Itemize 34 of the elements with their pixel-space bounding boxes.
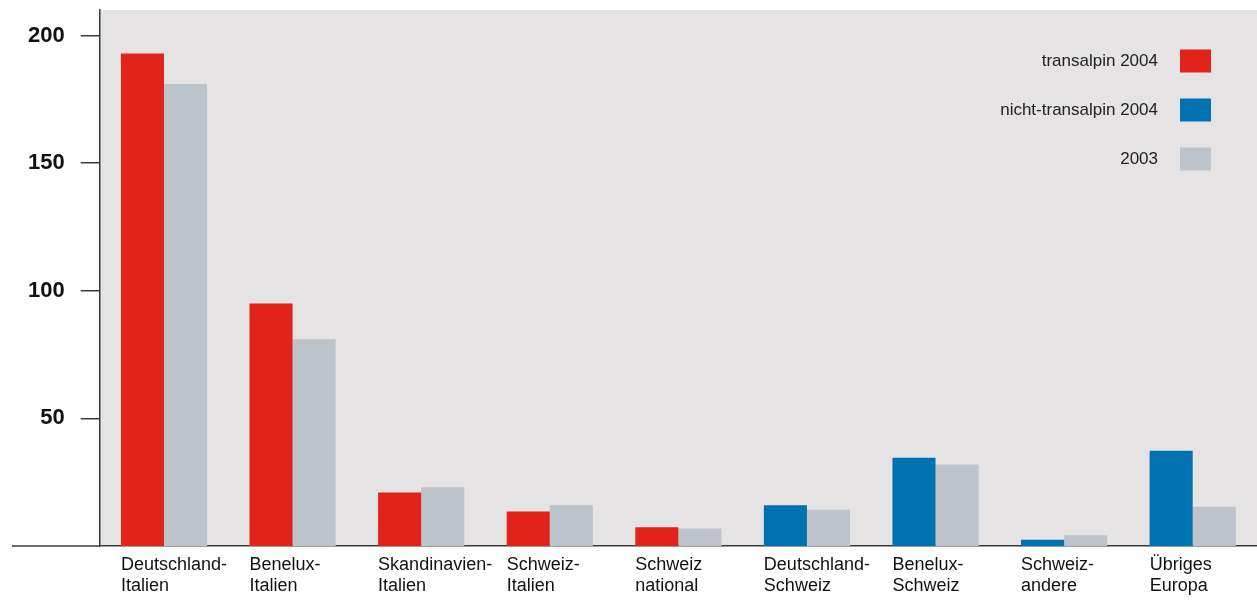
x-tick-label: Skandinavien-Italien — [378, 553, 493, 595]
bar — [421, 487, 465, 546]
bar — [1192, 506, 1236, 546]
y-tick-label: 100 — [27, 276, 65, 302]
y-tick-label: 200 — [27, 21, 65, 47]
bar — [1149, 450, 1193, 546]
bar — [635, 527, 679, 546]
x-tick-label: Übriges Europa — [1149, 553, 1212, 595]
y-tick-label: 50 — [40, 404, 65, 430]
y-tick-label: 150 — [27, 149, 65, 175]
bar — [1021, 539, 1065, 546]
x-tick-label: Schweiz-Italien — [506, 553, 580, 595]
bar — [935, 464, 979, 546]
legend-label: transalpin 2004 — [1041, 50, 1158, 70]
x-tick-label: Schweiz-andere — [1021, 553, 1095, 595]
bar — [292, 339, 336, 546]
bar — [378, 492, 422, 546]
x-tick-label: Benelux-Schweiz — [892, 553, 964, 595]
x-tick-label: Benelux-Italien — [249, 553, 321, 595]
bar — [678, 528, 722, 546]
bar — [506, 511, 550, 546]
bar — [164, 84, 208, 546]
legend-label: nicht-transalpin 2004 — [1000, 99, 1158, 119]
bar — [249, 303, 293, 546]
x-tick-label: Schweiz national — [635, 553, 703, 595]
bar — [763, 505, 807, 546]
x-tick-label: Deutschland-Italien — [120, 553, 227, 595]
bar — [806, 509, 851, 546]
x-tick-label: Deutschland-Schweiz — [763, 553, 870, 595]
bar — [892, 457, 936, 546]
bar — [120, 53, 164, 546]
bar — [1064, 535, 1108, 546]
bar — [549, 505, 593, 546]
legend-label: 2003 — [1120, 148, 1158, 168]
